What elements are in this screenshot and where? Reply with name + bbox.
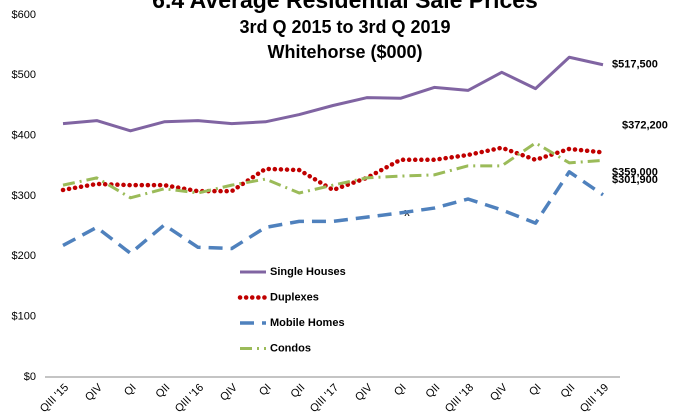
- x-tick-label: QIII '16: [173, 382, 206, 415]
- y-tick-label: $300: [12, 190, 36, 202]
- series-line: [62, 55, 604, 133]
- x-tick-label: QIV: [83, 381, 105, 403]
- x-tick-label: QII: [559, 382, 578, 401]
- x-tick-label: QIV: [218, 381, 240, 403]
- series-line: [62, 141, 604, 200]
- x-tick-label: QIV: [488, 381, 510, 403]
- x-tick-label: QI: [527, 382, 544, 399]
- value-label: $359,000: [612, 166, 658, 178]
- legend-label: Duplexes: [270, 291, 319, 303]
- chart-subtitle: Whitehorse ($000): [267, 42, 422, 62]
- x-tick-label: QIII '15: [38, 382, 71, 415]
- y-tick-label: $0: [24, 371, 36, 383]
- x-tick-label: QI: [122, 382, 139, 399]
- x-tick-label: QIII '17: [308, 382, 341, 415]
- legend-label: Condos: [270, 342, 311, 354]
- series-line: [62, 170, 604, 256]
- value-label: $372,200: [622, 119, 668, 131]
- x-tick-label: QII: [154, 382, 173, 401]
- x-tick-label: QIII '18: [443, 382, 476, 415]
- value-label: $301,900: [612, 174, 658, 186]
- series-line: [60, 145, 606, 194]
- y-tick-label: $100: [12, 311, 36, 323]
- y-tick-label: $600: [12, 9, 36, 21]
- legend-label: Single Houses: [270, 266, 346, 278]
- chart-subtitle: 3rd Q 2015 to 3rd Q 2019: [239, 17, 450, 37]
- y-tick-label: $200: [12, 250, 36, 262]
- y-tick-label: $400: [12, 130, 36, 142]
- chart-title: 6.4 Average Residential Sale Prices: [152, 0, 538, 13]
- x-tick-label: QII: [289, 382, 308, 401]
- x-tick-label: QI: [257, 382, 274, 399]
- x-tick-label: QII: [424, 382, 443, 401]
- x-tick-label: QI: [392, 382, 409, 399]
- value-label: $517,500: [612, 59, 658, 71]
- y-tick-label: $500: [12, 69, 36, 81]
- legend-label: Mobile Homes: [270, 317, 345, 329]
- x-tick-label: QIII '19: [578, 382, 611, 415]
- x-tick-label: QIV: [353, 381, 375, 403]
